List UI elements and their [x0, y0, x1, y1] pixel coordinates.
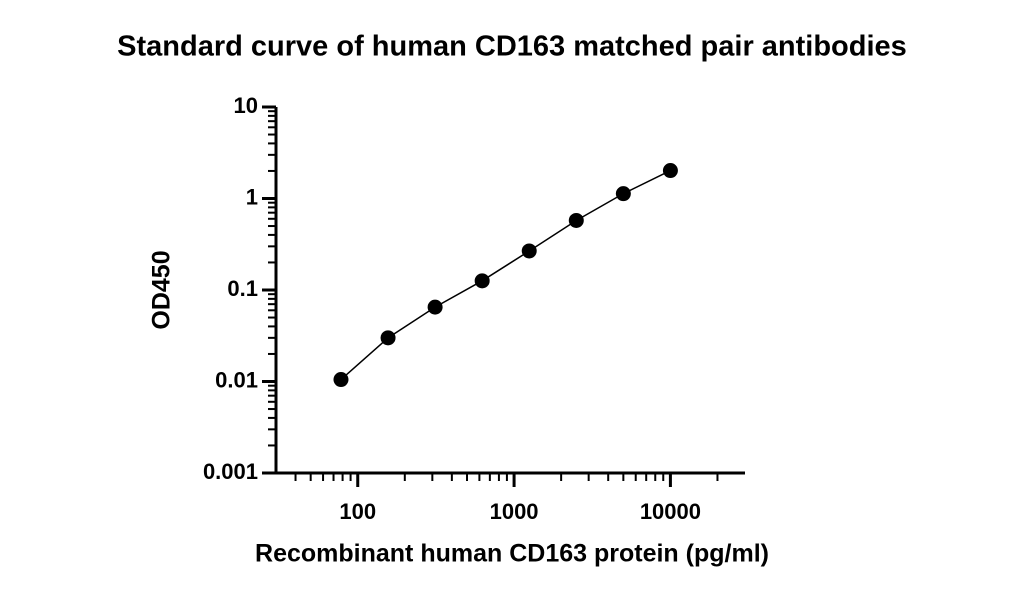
data-point: [662, 163, 678, 179]
x-axis-label: Recombinant human CD163 protein (pg/ml): [255, 540, 769, 568]
chart-title: Standard curve of human CD163 matched pa…: [117, 31, 907, 63]
data-point: [380, 330, 396, 346]
x-tick-label: 10000: [640, 499, 701, 524]
y-tick-label: 0.001: [203, 459, 258, 484]
x-tick-label: 1000: [490, 499, 539, 524]
y-tick-label: 1: [246, 184, 258, 209]
y-axis-label: OD450: [148, 250, 176, 329]
data-point: [333, 372, 349, 388]
data-point: [474, 273, 490, 289]
data-point: [568, 212, 584, 228]
data-point: [521, 243, 537, 259]
fit-line: [340, 169, 671, 381]
y-tick-label: 10: [234, 93, 258, 118]
y-tick-label: 0.1: [227, 276, 258, 301]
data-point: [427, 299, 443, 315]
data-point: [615, 186, 631, 202]
x-tick-label: 100: [339, 499, 376, 524]
y-tick-label: 0.01: [215, 367, 258, 392]
